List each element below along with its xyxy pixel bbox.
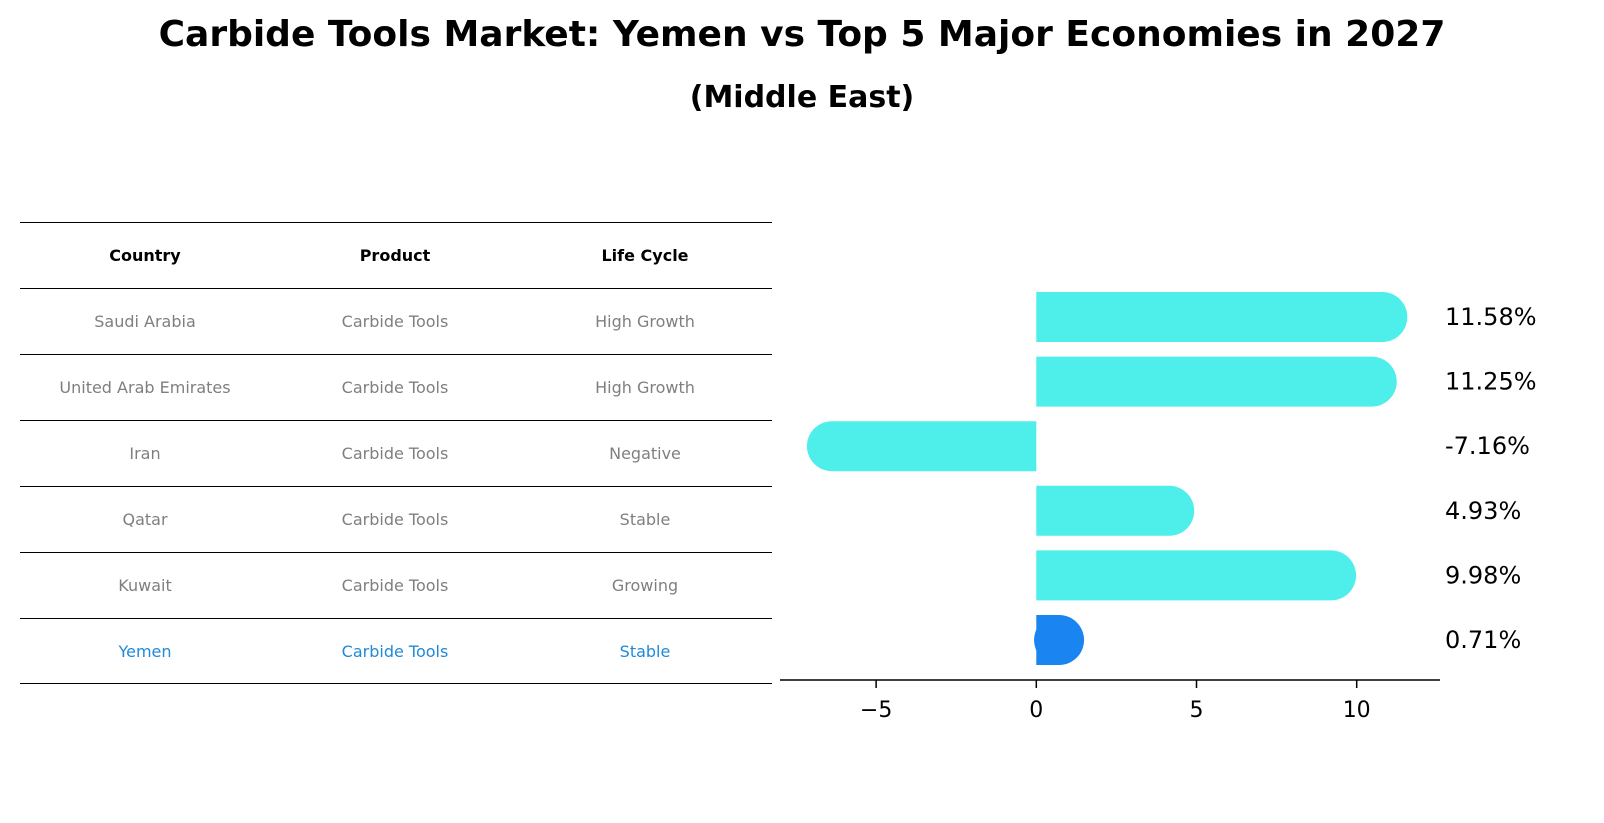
header-life-cycle: Life Cycle: [601, 246, 689, 265]
product-cell: Carbide Tools: [341, 576, 449, 595]
data-table: Country Product Life Cycle Saudi Arabia …: [20, 222, 772, 684]
table-row-highlight: Yemen Carbide Tools Stable: [20, 618, 772, 684]
table-row: Iran Carbide Tools Negative: [20, 420, 772, 486]
country-cell: Yemen: [118, 641, 172, 661]
table-row: Saudi Arabia Carbide Tools High Growth: [20, 288, 772, 354]
data-label-2: -7.16%: [1445, 432, 1530, 460]
data-label-1: 11.25%: [1445, 368, 1537, 396]
x-tick-label-2: 5: [1190, 698, 1204, 723]
country-cell: Iran: [129, 444, 161, 463]
product-cell: Carbide Tools: [341, 378, 449, 397]
life-cycle-cell: High Growth: [595, 378, 695, 397]
x-tick-label-0: −5: [860, 698, 892, 723]
header-product: Product: [359, 246, 431, 265]
bar-5: [1036, 615, 1060, 665]
life-cycle-cell: Stable: [619, 510, 671, 529]
product-cell: Carbide Tools: [341, 312, 449, 331]
x-tick-label-1: 0: [1029, 698, 1043, 723]
life-cycle-cell: Negative: [609, 444, 681, 463]
country-cell: Kuwait: [118, 576, 172, 595]
data-label-3: 4.93%: [1445, 497, 1521, 525]
bar-chart: 11.58% 11.25% -7.16% 4.93% 9.98% 0.71% −5 0 5 10: [780, 292, 1537, 723]
chart-title: Carbide Tools Market: Yemen vs Top 5 Maj…: [158, 14, 1446, 55]
bar-2: [806, 421, 1037, 472]
data-label-4: 9.98%: [1445, 561, 1521, 589]
life-cycle-cell: Growing: [611, 576, 679, 595]
x-tick-label-3: 10: [1343, 698, 1371, 723]
table-row: Qatar Carbide Tools Stable: [20, 486, 772, 552]
data-label-0: 11.58%: [1445, 303, 1537, 331]
product-cell: Carbide Tools: [341, 444, 449, 463]
data-label-5: 0.71%: [1445, 626, 1521, 654]
product-cell: Carbide Tools: [341, 641, 449, 661]
chart-subtitle: (Middle East): [689, 80, 915, 115]
table-row: United Arab Emirates Carbide Tools High …: [20, 354, 772, 420]
life-cycle-cell: High Growth: [595, 312, 695, 331]
country-cell: Qatar: [122, 510, 168, 529]
bar-3: [1036, 485, 1195, 536]
life-cycle-cell: Stable: [619, 641, 671, 661]
bar-0: [1036, 292, 1408, 342]
country-cell: United Arab Emirates: [59, 378, 231, 397]
bar-4: [1036, 550, 1357, 601]
header-country: Country: [109, 246, 181, 265]
table-row: Kuwait Carbide Tools Growing: [20, 552, 772, 618]
country-cell: Saudi Arabia: [94, 312, 196, 331]
product-cell: Carbide Tools: [341, 510, 449, 529]
table-header-row: Country Product Life Cycle: [20, 222, 772, 288]
bar-1: [1036, 356, 1397, 407]
